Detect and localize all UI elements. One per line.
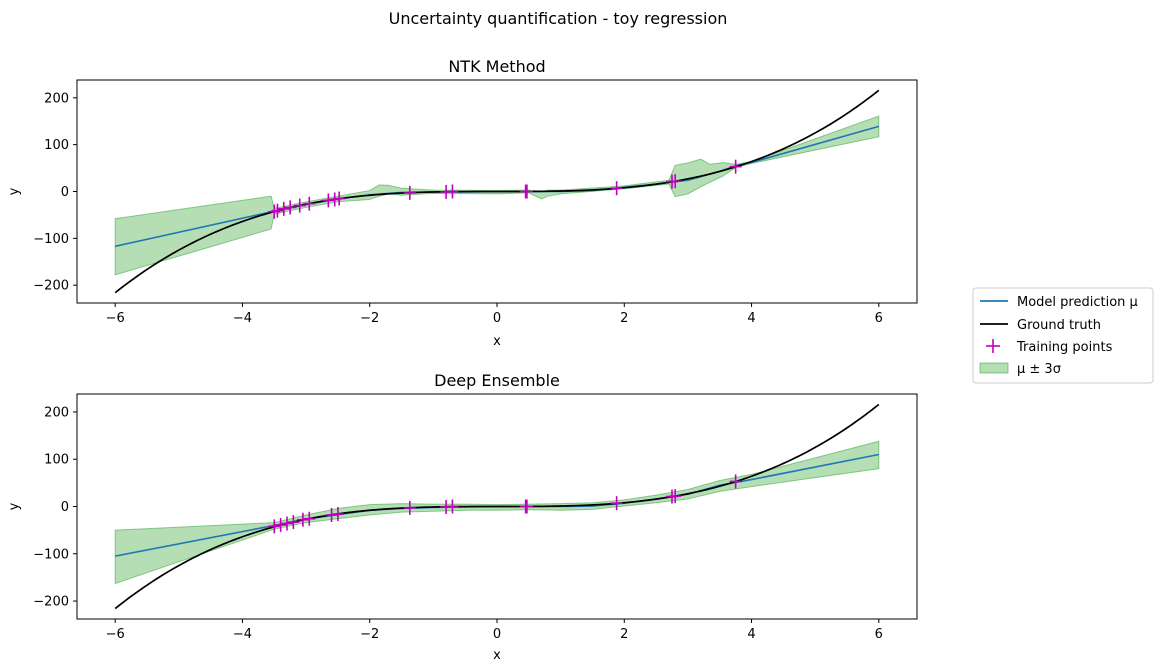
training-point [281, 516, 293, 531]
y-axis-label: y [7, 502, 22, 510]
training-point [268, 204, 281, 219]
training-point [520, 184, 533, 199]
ground-truth-line [114, 89, 880, 294]
y-tick-label: 0 [61, 500, 69, 515]
training-point [296, 512, 309, 527]
training-point [274, 517, 287, 532]
x-tick-label: −4 [233, 627, 252, 642]
training-point [669, 489, 682, 504]
x-tick-label: −6 [106, 627, 125, 642]
y-axis-label: y [7, 187, 22, 195]
x-tick-label: 2 [620, 311, 628, 326]
training-point [333, 191, 346, 206]
ntk-method-chart: −6 −4 −2 0 2 4 6 −200 −100 0 100 200 NTK Method x y [7, 57, 918, 349]
deep-ensemble-chart: −6 −4 −2 0 2 4 6 −200 −100 0 100 200 Deep Ensemble x y [7, 371, 918, 663]
legend-frame [972, 287, 1154, 384]
training-point [277, 201, 290, 216]
legend-label-band: μ ± 3σ [1017, 362, 1061, 377]
plot-area [114, 403, 880, 610]
axes-title: Deep Ensemble [434, 371, 560, 390]
training-point [287, 515, 300, 530]
training-point [303, 511, 316, 526]
x-tick-label: −2 [360, 627, 379, 642]
training-point [322, 193, 335, 208]
training-point [610, 181, 623, 196]
legend-label-model-prediction: Model prediction μ [1017, 295, 1138, 310]
training-point [446, 184, 459, 199]
training-point [403, 500, 416, 515]
x-tick-label: 6 [875, 311, 883, 326]
legend-swatch-training-points [986, 339, 1000, 353]
y-tick-label: 100 [44, 453, 69, 468]
y-tick-label: 0 [61, 185, 69, 200]
x-tick-label: −4 [233, 311, 252, 326]
x-tick-label: 0 [493, 311, 501, 326]
y-tick-label: −100 [33, 232, 69, 247]
training-point [325, 508, 338, 523]
legend: Model prediction μ Ground truth Training… [972, 287, 1154, 384]
axes-title: NTK Method [448, 57, 545, 76]
legend-swatch-band [979, 362, 1009, 374]
x-tick-label: 4 [747, 627, 755, 642]
ground-truth-line [114, 403, 880, 610]
training-point [729, 159, 742, 174]
training-point [610, 496, 623, 511]
y-tick-label: −200 [33, 279, 69, 294]
y-tick-label: 100 [44, 138, 69, 153]
training-point [331, 507, 344, 522]
training-point [268, 519, 281, 534]
x-axis-label: x [493, 648, 501, 663]
training-point [446, 499, 459, 514]
legend-label-ground-truth: Ground truth [1017, 318, 1101, 333]
x-tick-label: −6 [106, 311, 125, 326]
y-tick-label: −100 [33, 547, 69, 562]
uncertainty-band [114, 440, 880, 585]
y-tick-label: −200 [33, 595, 69, 610]
training-point [520, 499, 533, 514]
x-axis-label: x [493, 334, 501, 349]
x-tick-label: 4 [747, 311, 755, 326]
x-tick-label: 6 [875, 627, 883, 642]
training-point [303, 196, 316, 211]
training-point [729, 474, 742, 489]
x-tick-label: −2 [360, 311, 379, 326]
figure-suptitle: Uncertainty quantification - toy regress… [389, 9, 728, 28]
x-tick-label: 2 [620, 627, 628, 642]
training-point [403, 185, 416, 200]
training-point [284, 200, 297, 215]
y-tick-label: 200 [44, 405, 69, 420]
x-tick-label: 0 [493, 627, 501, 642]
training-point [293, 198, 306, 213]
legend-label-training-points: Training points [1016, 340, 1113, 355]
training-point [669, 174, 682, 189]
plot-area [114, 89, 880, 294]
y-tick-label: 200 [44, 91, 69, 106]
training-point [271, 203, 284, 218]
